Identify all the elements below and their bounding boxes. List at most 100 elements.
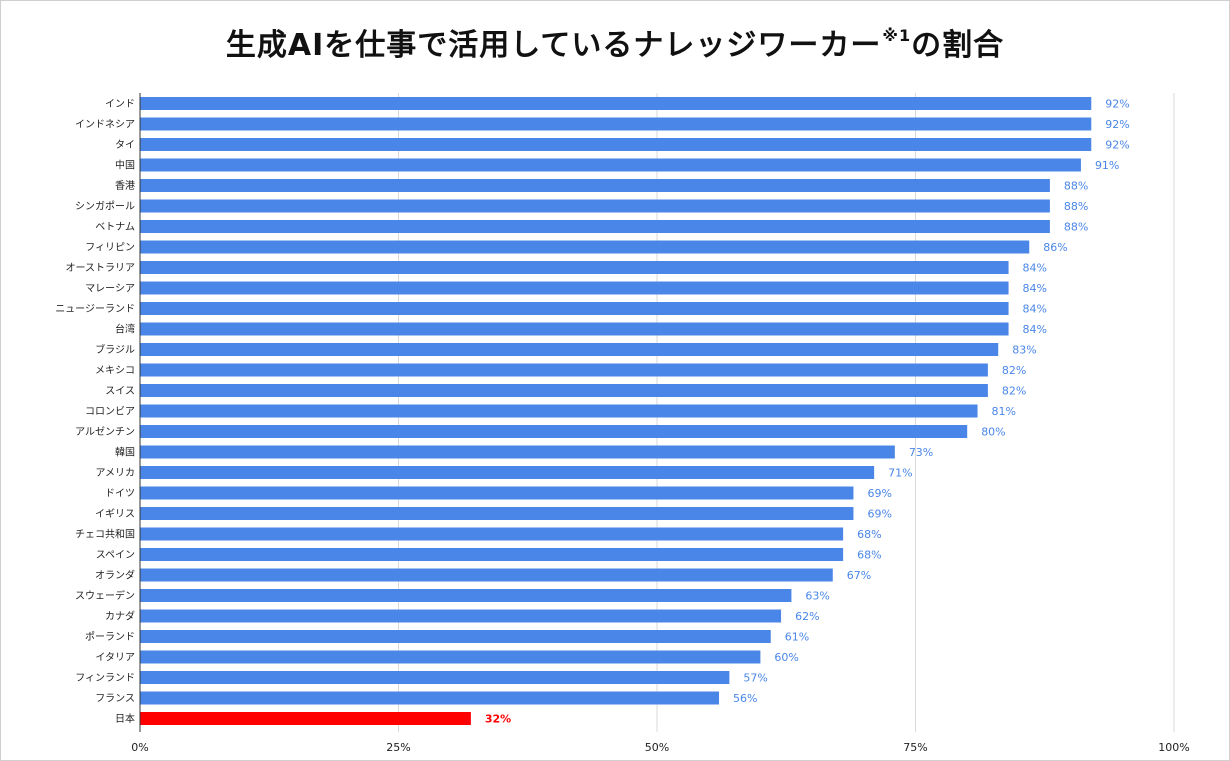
bar (140, 322, 1009, 336)
value-label: 83% (1012, 344, 1036, 357)
bar (140, 445, 895, 459)
x-axis-ticks: 0% 25% 50% 75% 100% (131, 741, 1189, 754)
category-label: ベトナム (95, 221, 135, 233)
bar (140, 343, 999, 356)
category-label: 中国 (115, 159, 135, 172)
category-label: インド (105, 99, 135, 110)
category-label: 日本 (115, 712, 135, 725)
value-label: 92% (1105, 118, 1129, 131)
bar (140, 199, 1050, 213)
value-label: 91% (1095, 159, 1119, 172)
bar (140, 527, 844, 541)
value-label: 63% (805, 590, 829, 603)
category-label: タイ (115, 139, 135, 151)
bar (140, 281, 1009, 295)
category-label: シンガポール (75, 201, 135, 213)
category-label: インドネシア (75, 119, 135, 131)
category-label: コロンビア (85, 406, 135, 418)
value-label: 69% (867, 487, 891, 500)
value-label: 92% (1105, 139, 1129, 152)
value-label: 62% (795, 610, 819, 623)
chart-title: 生成AIを仕事で活用しているナレッジワーカー※1の割合 (0, 20, 1230, 64)
value-labels: 92% 92% 92% 91% 88% 88% 88% 86% 84% 84% 84% 84% 83% 8… (485, 98, 1130, 726)
bar (140, 630, 771, 643)
value-label: 61% (785, 631, 809, 644)
bar (140, 158, 1081, 172)
value-label: 56% (733, 692, 757, 705)
value-label: 68% (857, 549, 881, 562)
x-tick-label: 75% (903, 741, 927, 754)
value-label: 92% (1105, 98, 1129, 111)
bar (140, 425, 968, 438)
value-label: 60% (774, 651, 798, 664)
category-label: フランス (95, 693, 135, 705)
chart-title-main: 生成AIを仕事で活用しているナレッジワーカー (225, 28, 882, 63)
category-label: 韓国 (115, 447, 135, 459)
bar (140, 568, 833, 582)
category-label: ブラジル (95, 343, 135, 356)
category-label: アメリカ (96, 467, 136, 479)
bars (140, 97, 1092, 725)
bar (140, 384, 988, 397)
value-label: 67% (847, 569, 871, 582)
category-label: フィリピン (85, 242, 135, 254)
category-label: マレーシア (85, 284, 135, 295)
category-label: フィンランド (75, 672, 135, 684)
bar (140, 179, 1050, 192)
bar (140, 609, 782, 623)
category-label: スウェーデン (75, 589, 135, 602)
bar (140, 117, 1092, 131)
value-label: 84% (1023, 282, 1047, 295)
category-label: ポーランド (85, 631, 135, 643)
value-label: 69% (867, 508, 891, 521)
bar (140, 261, 1009, 274)
chart-title-footnote-mark: ※1 (882, 26, 912, 45)
value-label: 73% (909, 446, 933, 459)
category-label: カナダ (105, 610, 135, 623)
value-label: 86% (1043, 241, 1067, 254)
bar (140, 138, 1092, 151)
value-label: 68% (857, 528, 881, 541)
bar (140, 671, 730, 684)
bar (140, 712, 471, 725)
value-label: 57% (743, 672, 767, 685)
x-tick-label: 100% (1158, 741, 1189, 754)
bar (140, 363, 988, 377)
category-label: スペイン (96, 550, 135, 561)
bar (140, 507, 854, 520)
category-label: 香港 (115, 180, 135, 192)
value-label: 71% (888, 467, 912, 480)
category-label: オランダ (95, 569, 135, 582)
x-tick-label: 25% (386, 741, 410, 754)
bar (140, 486, 854, 500)
bar (140, 97, 1092, 110)
category-label: イタリア (95, 652, 135, 664)
value-label: 82% (1002, 364, 1026, 377)
bar (140, 240, 1030, 254)
value-label: 81% (992, 405, 1016, 418)
value-label: 88% (1064, 221, 1088, 234)
bar (140, 650, 761, 664)
category-label: アルゼンチン (75, 426, 135, 438)
x-tick-label: 0% (131, 741, 148, 754)
value-label: 32% (485, 713, 511, 726)
value-label: 84% (1023, 262, 1047, 275)
category-label: オーストラリア (66, 262, 136, 274)
bar (140, 548, 844, 561)
value-label: 84% (1023, 323, 1047, 336)
value-label: 80% (981, 426, 1005, 439)
bar (140, 302, 1009, 315)
category-label: イギリス (95, 508, 135, 520)
bar (140, 220, 1050, 233)
category-label: 台湾 (115, 323, 135, 336)
bar (140, 404, 978, 418)
x-tick-label: 50% (645, 741, 669, 754)
category-labels: インドインドネシアタイ中国香港シンガポールベトナムフィリピンオーストラリアマレー… (55, 99, 135, 725)
chart-title-suffix: の割合 (911, 28, 1005, 63)
value-label: 84% (1023, 303, 1047, 316)
value-label: 88% (1064, 200, 1088, 213)
category-label: ドイツ (105, 489, 135, 500)
category-label: スイス (105, 386, 135, 397)
value-label: 82% (1002, 385, 1026, 398)
